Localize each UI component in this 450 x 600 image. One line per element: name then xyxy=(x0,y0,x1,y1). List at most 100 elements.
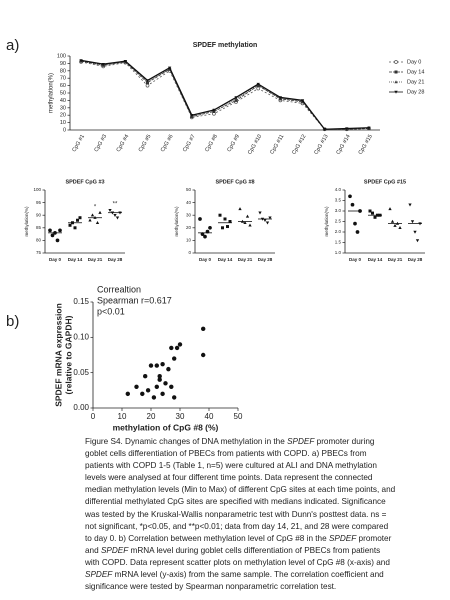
marker xyxy=(353,221,357,226)
x-tick-label: CpG #4 xyxy=(116,134,131,153)
y-tick-label: 70 xyxy=(60,76,66,82)
y-tick-label: 0.15 xyxy=(73,297,89,306)
marker xyxy=(388,207,392,211)
y-axis-label: methylation(%) xyxy=(324,206,329,237)
y-tick-label: 0 xyxy=(63,127,66,133)
caption-text: mRNA level during goblet cells different… xyxy=(85,545,390,567)
marker xyxy=(108,208,112,212)
marker xyxy=(123,59,128,63)
x-tick-label: Day 14 xyxy=(368,257,383,262)
y-tick-label: 0.00 xyxy=(73,403,89,412)
point xyxy=(154,384,159,389)
series-line xyxy=(80,59,369,130)
marker xyxy=(228,220,232,223)
x-tick-label: Day 28 xyxy=(408,257,423,262)
x-tick-label: CpG #8 xyxy=(204,134,219,153)
marker xyxy=(203,234,207,239)
chart-title: SPDEF methylation xyxy=(193,42,258,49)
chart-title: SPDEF CpG #8 xyxy=(215,179,254,185)
caption-text: mRNA level (y-axis) from the same sample… xyxy=(85,570,384,592)
caption-text: SPDEF xyxy=(328,533,357,543)
marker xyxy=(88,218,92,222)
marker xyxy=(226,225,229,229)
point xyxy=(134,384,139,389)
point xyxy=(177,342,183,347)
significance-label: * xyxy=(94,204,97,210)
x-tick-label: Day 14 xyxy=(218,257,233,262)
y-tick-label: 20 xyxy=(186,225,192,230)
x-tick-label: CpG #13 xyxy=(313,134,329,156)
marker xyxy=(234,96,238,100)
marker xyxy=(55,238,60,243)
marker xyxy=(398,226,402,229)
marker xyxy=(256,82,260,86)
marker xyxy=(348,194,352,199)
marker xyxy=(322,128,327,132)
marker xyxy=(73,226,77,230)
y-axis-label: methylation(%) xyxy=(24,206,29,237)
point xyxy=(169,345,174,351)
legend-label: Day 0 xyxy=(407,59,421,65)
point xyxy=(201,326,206,332)
point xyxy=(163,381,168,386)
marker xyxy=(198,217,202,221)
marker xyxy=(371,211,374,215)
marker xyxy=(95,220,100,224)
legend-label: Day 28 xyxy=(407,89,424,95)
marker xyxy=(258,211,262,215)
marker xyxy=(345,127,349,131)
marker xyxy=(167,66,172,70)
x-tick-label: 10 xyxy=(118,412,127,421)
marker xyxy=(263,219,267,223)
x-axis-label: methylation of CpG #8 (%) xyxy=(113,422,219,432)
panel-label: a) xyxy=(6,37,19,54)
marker xyxy=(265,221,270,225)
marker xyxy=(68,223,72,227)
marker xyxy=(190,114,194,117)
marker xyxy=(50,233,55,238)
x-tick-label: 0 xyxy=(91,412,96,421)
marker xyxy=(394,60,398,64)
marker xyxy=(98,210,102,214)
marker xyxy=(268,216,272,220)
point xyxy=(169,384,174,389)
y-axis-label: methylation(%) xyxy=(174,206,179,237)
y-tick-label: 4.0 xyxy=(335,187,342,192)
marker xyxy=(212,108,216,112)
y-tick-label: 80 xyxy=(36,238,42,243)
x-tick-label: CpG #5 xyxy=(138,134,153,153)
caption-text: SPDEF xyxy=(85,570,113,580)
y-tick-label: 95 xyxy=(36,200,42,205)
marker xyxy=(394,80,398,84)
marker xyxy=(248,223,252,227)
chart-title: SPDEF CpG #3 xyxy=(65,179,104,185)
x-tick-label: Day 0 xyxy=(49,257,62,262)
chart-title: SPDEF CpG #15 xyxy=(364,179,406,185)
point xyxy=(145,388,151,393)
point xyxy=(154,363,159,368)
marker xyxy=(394,90,398,94)
x-tick-label: Day 14 xyxy=(68,257,83,262)
caption-text: Figure S4. Dynamic changes of DNA methyl… xyxy=(85,437,288,446)
x-tick-label: CpG #9 xyxy=(226,134,241,153)
y-tick-label: 30 xyxy=(60,105,66,111)
marker xyxy=(113,214,117,217)
caption-text: SPDEF xyxy=(100,545,129,555)
point xyxy=(201,352,206,358)
y-tick-label: 1.0 xyxy=(335,250,342,255)
marker xyxy=(223,217,227,221)
x-tick-label: 40 xyxy=(205,412,214,421)
y-tick-label: 50 xyxy=(60,90,66,96)
point xyxy=(160,361,165,367)
x-tick-label: CpG #3 xyxy=(94,134,109,153)
y-tick-label: 50 xyxy=(186,187,192,192)
legend-label: Day 21 xyxy=(407,79,424,85)
x-tick-label: CpG #11 xyxy=(269,134,285,156)
y-tick-label: 100 xyxy=(57,53,66,59)
point xyxy=(166,366,171,372)
x-tick-label: CpG #10 xyxy=(247,134,263,156)
x-tick-label: 20 xyxy=(147,412,156,421)
marker xyxy=(256,86,261,91)
point xyxy=(151,395,157,400)
